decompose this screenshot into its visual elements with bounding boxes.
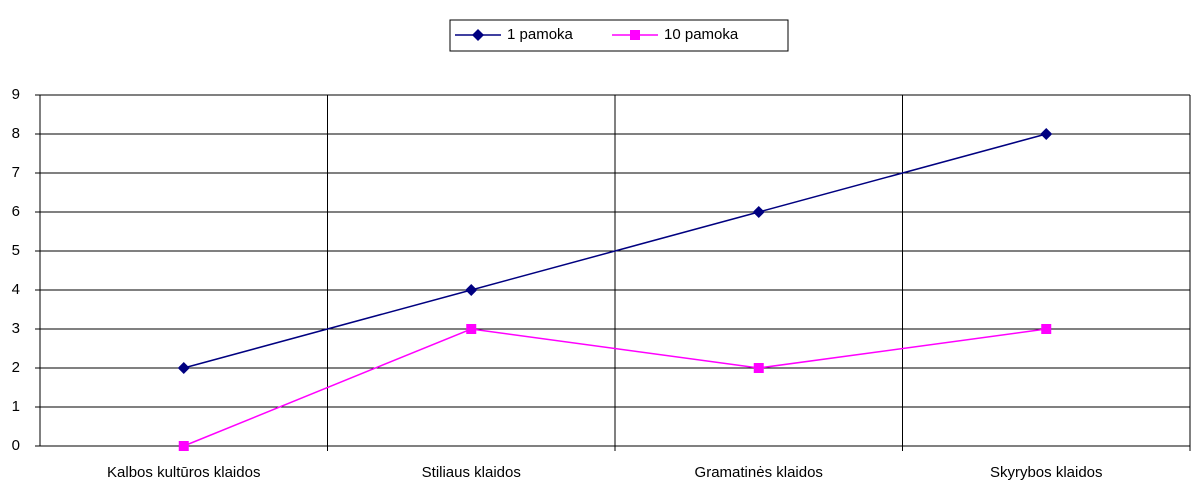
series-line [183,133,1047,369]
y-tick-label: 2 [12,359,20,376]
marker [472,29,484,41]
y-tick-label: 1 [12,398,20,415]
marker [465,284,478,296]
x-tick-label: Gramatinės klaidos [695,464,823,481]
marker [753,363,764,373]
y-tick-label: 5 [12,242,20,259]
y-tick-label: 6 [12,203,20,220]
marker [177,362,190,374]
x-tick-label: Skyrybos klaidos [990,464,1103,481]
marker [752,206,765,218]
legend-label: 1 pamoka [507,26,574,43]
marker [630,30,640,40]
y-tick-label: 7 [12,164,20,181]
legend-label: 10 pamoka [664,26,739,43]
marker [466,324,477,334]
marker [1041,324,1052,334]
y-tick-label: 4 [12,281,20,298]
y-tick-label: 8 [12,125,20,142]
y-tick-label: 0 [12,437,20,454]
series-line [183,328,1047,447]
marker [1040,128,1053,140]
x-tick-label: Kalbos kultūros klaidos [107,464,260,481]
marker [178,441,189,451]
y-tick-label: 3 [12,320,20,337]
x-tick-label: Stiliaus klaidos [422,464,521,481]
y-tick-label: 9 [12,86,20,103]
